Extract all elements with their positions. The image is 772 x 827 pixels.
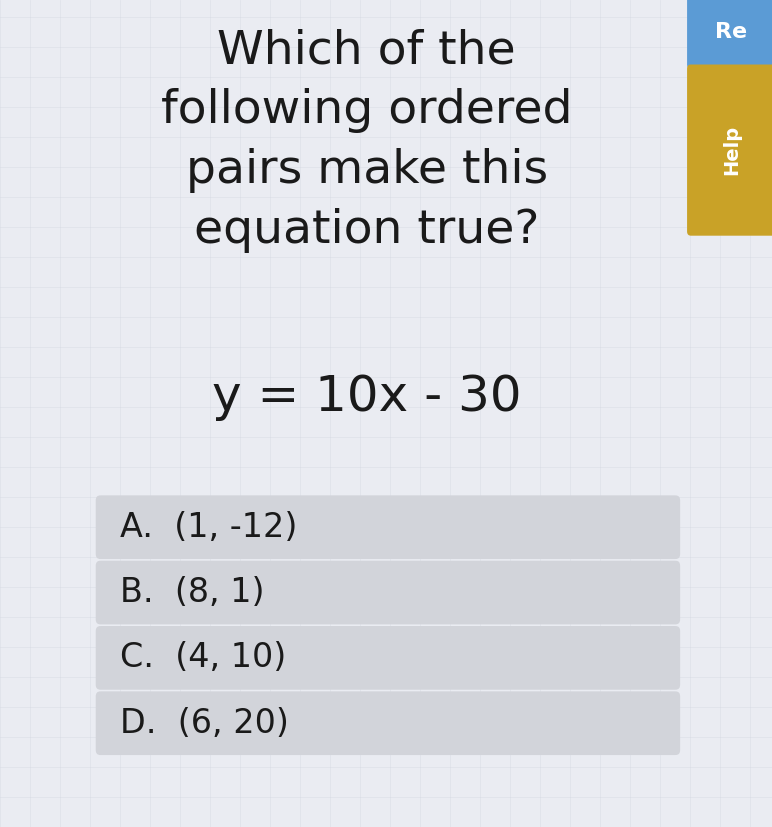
Text: equation true?: equation true? xyxy=(194,208,540,252)
Text: y = 10x - 30: y = 10x - 30 xyxy=(212,373,522,421)
Text: Re: Re xyxy=(716,22,747,42)
FancyBboxPatch shape xyxy=(96,495,680,559)
Text: C.  (4, 10): C. (4, 10) xyxy=(120,642,286,674)
FancyBboxPatch shape xyxy=(96,561,680,624)
FancyBboxPatch shape xyxy=(687,0,772,69)
FancyBboxPatch shape xyxy=(687,65,772,236)
Text: Which of the: Which of the xyxy=(218,29,516,74)
Text: pairs make this: pairs make this xyxy=(185,148,548,193)
FancyBboxPatch shape xyxy=(96,626,680,690)
Text: Help: Help xyxy=(722,125,741,175)
FancyBboxPatch shape xyxy=(96,691,680,755)
Text: D.  (6, 20): D. (6, 20) xyxy=(120,707,289,739)
Text: A.  (1, -12): A. (1, -12) xyxy=(120,511,297,543)
Text: B.  (8, 1): B. (8, 1) xyxy=(120,576,264,609)
Text: following ordered: following ordered xyxy=(161,88,573,133)
